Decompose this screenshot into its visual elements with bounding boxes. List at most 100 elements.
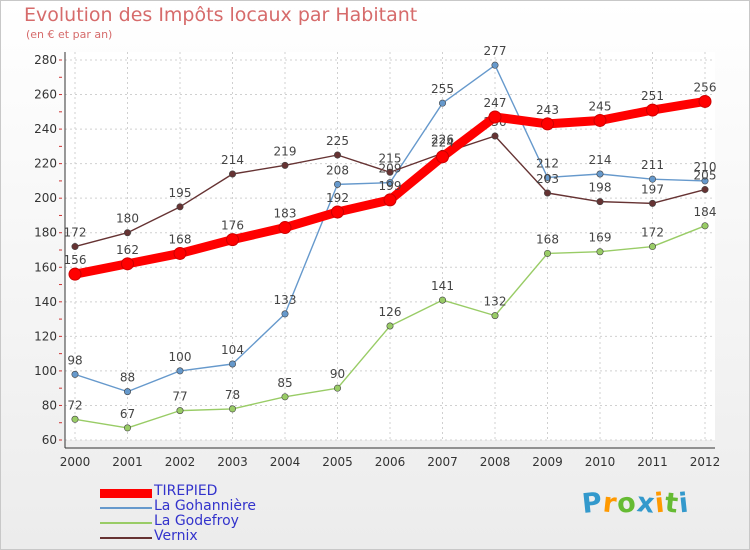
data-label-1: 277	[484, 44, 507, 58]
series-point-1	[596, 170, 604, 178]
data-label-0: 176	[221, 219, 244, 233]
x-tick-label: 2002	[165, 455, 196, 469]
series-point-3	[596, 198, 604, 206]
y-tick-label: 120	[34, 329, 57, 343]
data-label-0: 245	[589, 99, 612, 113]
series-point-1	[386, 179, 394, 187]
series-point-2	[701, 222, 709, 230]
legend-label: La Godefroy	[154, 513, 239, 529]
data-label-1: 208	[326, 163, 349, 177]
data-label-2: 67	[120, 407, 135, 421]
series-point-3	[701, 186, 709, 194]
x-tick-label: 2000	[60, 455, 91, 469]
series-point-2	[386, 322, 394, 330]
data-label-3: 205	[694, 169, 717, 183]
data-label-2: 77	[172, 390, 187, 404]
legend-swatch	[100, 488, 152, 498]
series-point-3	[543, 189, 551, 197]
data-label-1: 210	[694, 160, 717, 174]
chart-title: Evolution des Impôts locaux par Habitant	[24, 4, 418, 26]
series-point-3	[71, 243, 79, 251]
series-point-3	[229, 170, 237, 178]
data-label-1: 104	[221, 343, 244, 357]
y-tick-label: 160	[34, 260, 57, 274]
data-label-2: 90	[330, 367, 345, 381]
data-label-0: 256	[694, 80, 717, 94]
series-point-1	[701, 177, 709, 185]
data-label-2: 169	[589, 231, 612, 245]
data-label-0: 251	[641, 89, 664, 103]
x-tick-label: 2004	[270, 455, 301, 469]
series-point-3	[491, 132, 499, 140]
data-label-3: 215	[379, 151, 402, 165]
data-label-0: 247	[484, 96, 507, 110]
data-label-0: 224	[431, 136, 454, 150]
data-label-1: 214	[589, 153, 612, 167]
x-tick-label: 2001	[112, 455, 143, 469]
logo-letter: i	[677, 487, 692, 520]
series-point-0	[646, 103, 659, 117]
series-point-3	[176, 203, 184, 211]
series-point-1	[333, 180, 341, 188]
y-tick-label: 80	[42, 398, 57, 412]
series-point-2	[333, 384, 341, 392]
series-point-2	[71, 415, 79, 423]
data-label-3: 226	[431, 132, 454, 146]
y-tick-label: 260	[34, 88, 57, 102]
series-point-1	[543, 173, 551, 181]
y-tick-label: 200	[34, 191, 57, 205]
x-tick-label: 2010	[585, 455, 616, 469]
legend-item: TIREPIED	[100, 483, 320, 500]
data-label-1: 133	[274, 293, 297, 307]
data-label-0: 183	[274, 207, 297, 221]
series-point-0	[121, 257, 134, 271]
data-label-0: 168	[169, 232, 192, 246]
series-point-2	[438, 296, 446, 304]
proxiti-logo: Proxiti	[580, 487, 692, 520]
legend-label: Vernix	[154, 528, 198, 544]
series-point-2	[543, 249, 551, 257]
legend-item: Vernix	[100, 528, 320, 545]
data-label-3: 219	[274, 144, 297, 158]
y-tick-label: 240	[34, 122, 57, 136]
data-label-0: 243	[536, 103, 559, 117]
data-label-3: 172	[64, 226, 87, 240]
data-label-2: 126	[379, 305, 402, 319]
series-point-1	[229, 360, 237, 368]
data-label-1: 255	[431, 82, 454, 96]
y-tick-label: 280	[34, 53, 57, 67]
series-point-2	[596, 248, 604, 256]
series-point-0	[278, 221, 292, 235]
x-tick-label: 2009	[532, 455, 563, 469]
series-point-1	[648, 175, 656, 183]
series-point-2	[124, 424, 132, 432]
x-tick-label: 2005	[322, 455, 353, 469]
series-point-0	[173, 246, 187, 260]
series-point-2	[281, 393, 289, 401]
data-label-3: 180	[116, 212, 139, 226]
series-point-1	[281, 310, 289, 318]
x-tick-label: 2008	[480, 455, 511, 469]
data-label-3: 203	[536, 172, 559, 186]
x-tick-label: 2006	[375, 455, 406, 469]
data-label-3: 198	[589, 181, 612, 195]
data-label-0: 192	[326, 191, 349, 205]
legend-swatch	[100, 537, 152, 539]
data-label-1: 98	[67, 353, 82, 367]
series-point-0	[541, 117, 554, 131]
series-point-1	[176, 367, 184, 375]
data-label-2: 78	[225, 388, 240, 402]
y-tick-label: 140	[34, 295, 57, 309]
series-point-0	[488, 110, 502, 124]
y-tick-label: 60	[42, 433, 57, 447]
series-point-2	[176, 407, 184, 415]
data-label-1: 100	[169, 350, 192, 364]
legend-item: La Gohannière	[100, 498, 320, 515]
series-point-1	[124, 388, 132, 396]
series-point-0	[436, 150, 449, 164]
series-point-3	[281, 161, 289, 169]
series-point-0	[68, 267, 82, 281]
data-label-0: 156	[64, 253, 87, 267]
legend-swatch	[100, 507, 152, 509]
